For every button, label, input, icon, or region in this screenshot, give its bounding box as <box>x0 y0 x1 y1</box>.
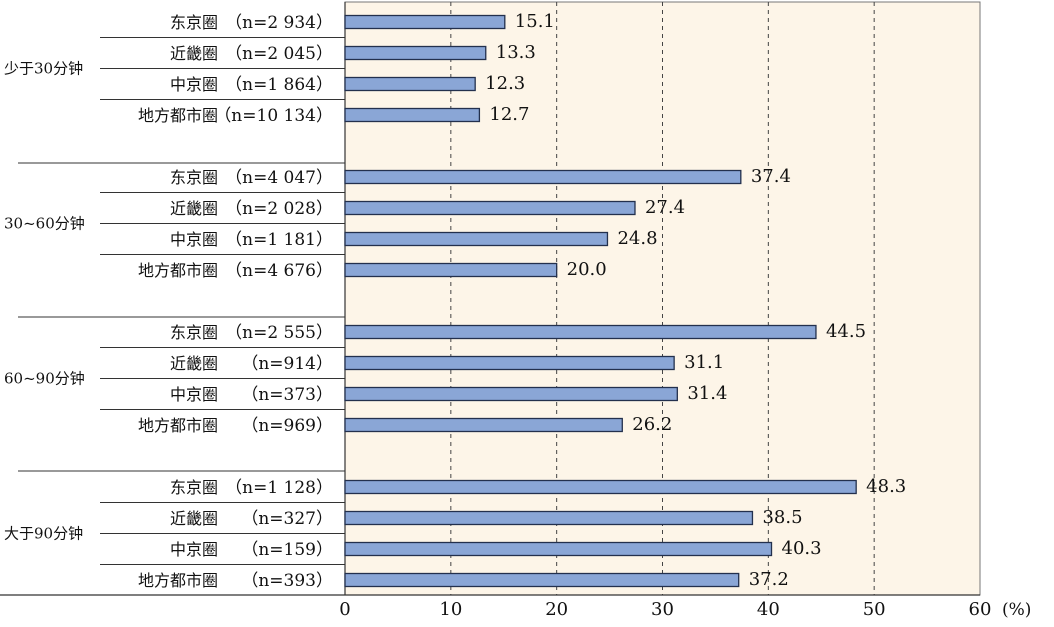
bar-value-label: 31.1 <box>684 352 724 373</box>
category-label-region: 近畿圈 <box>170 354 218 373</box>
x-tick-label: 50 <box>863 599 886 620</box>
category-label-n: （n=2 028） <box>225 199 333 219</box>
bar <box>344 169 742 185</box>
x-tick-label: 20 <box>545 599 568 620</box>
category-label-n: （n=373） <box>241 385 333 405</box>
category-label-n: （n=4 047） <box>225 168 333 188</box>
x-tick-label: 40 <box>757 599 780 620</box>
category-label-region: 近畿圈 <box>170 199 218 218</box>
category-label-n: （n=1 864） <box>225 75 333 95</box>
bar-value-label: 44.5 <box>826 321 866 342</box>
category-label-n: （n=159） <box>241 540 333 560</box>
category-label-n: （n=10 134） <box>214 106 333 126</box>
bar <box>344 386 678 402</box>
x-unit-label: (%) <box>1002 600 1031 620</box>
bar-value-label: 12.3 <box>485 73 525 94</box>
bar-value-label: 24.8 <box>617 228 657 249</box>
category-label-region: 地方都市圈 <box>138 106 218 125</box>
group-label: 60~90分钟 <box>4 370 85 388</box>
bar-value-label: 27.4 <box>645 197 685 218</box>
bar-value-label: 13.3 <box>496 42 536 63</box>
group-label: 30~60分钟 <box>4 215 85 233</box>
category-label-n: （n=2 934） <box>225 13 333 33</box>
bar <box>344 45 487 61</box>
bar <box>344 262 558 278</box>
bar <box>344 417 623 433</box>
category-label-region: 东京圈 <box>170 168 218 187</box>
bar-value-label: 15.1 <box>515 11 555 32</box>
bar-value-label: 26.2 <box>632 414 672 435</box>
x-tick-label: 60 <box>969 599 992 620</box>
category-label-region: 地方都市圈 <box>138 261 218 280</box>
group-label: 大于90分钟 <box>4 525 83 543</box>
category-label-region: 东京圈 <box>170 13 218 32</box>
category-label-region: 地方都市圈 <box>138 416 218 435</box>
bar <box>344 355 675 371</box>
x-tick-label: 10 <box>439 599 462 620</box>
category-label-n: （n=1 181） <box>225 230 333 250</box>
category-label-region: 中京圈 <box>170 75 218 94</box>
category-label-n: （n=4 676） <box>225 261 333 281</box>
bar <box>344 479 857 495</box>
bar <box>344 324 817 340</box>
bar-value-label: 40.3 <box>782 538 822 559</box>
category-label-n: （n=969） <box>241 416 333 436</box>
group-label: 少于30分钟 <box>4 60 83 78</box>
bar <box>344 200 636 216</box>
bar-value-label: 12.7 <box>489 104 529 125</box>
x-tick-label: 0 <box>339 599 350 620</box>
bar <box>344 572 740 588</box>
category-label-n: （n=327） <box>241 509 333 529</box>
bar-value-label: 38.5 <box>762 507 802 528</box>
bar <box>344 14 506 30</box>
category-label-n: （n=2 555） <box>225 323 333 343</box>
bar-value-label: 48.3 <box>866 476 906 497</box>
bar <box>344 107 481 123</box>
category-label-region: 地方都市圈 <box>138 571 218 590</box>
category-label-region: 中京圈 <box>170 230 218 249</box>
category-label-n: （n=2 045） <box>225 44 333 64</box>
bar-value-label: 31.4 <box>687 383 727 404</box>
bar-value-label: 37.2 <box>749 569 789 590</box>
category-label-region: 东京圈 <box>170 478 218 497</box>
bar-value-label: 20.0 <box>567 259 607 280</box>
category-label-n: （n=1 128） <box>225 478 333 498</box>
bar <box>344 510 754 526</box>
category-label-region: 东京圈 <box>170 323 218 342</box>
x-tick-label: 30 <box>651 599 674 620</box>
category-label-region: 近畿圈 <box>170 509 218 528</box>
category-label-region: 中京圈 <box>170 540 218 559</box>
category-label-n: （n=393） <box>241 571 333 591</box>
category-label-region: 近畿圈 <box>170 44 218 63</box>
category-label-region: 中京圈 <box>170 385 218 404</box>
category-label-n: （n=914） <box>241 354 333 374</box>
bar <box>344 231 609 247</box>
bar-value-label: 37.4 <box>751 166 791 187</box>
bar <box>344 76 476 92</box>
bar <box>344 541 773 557</box>
